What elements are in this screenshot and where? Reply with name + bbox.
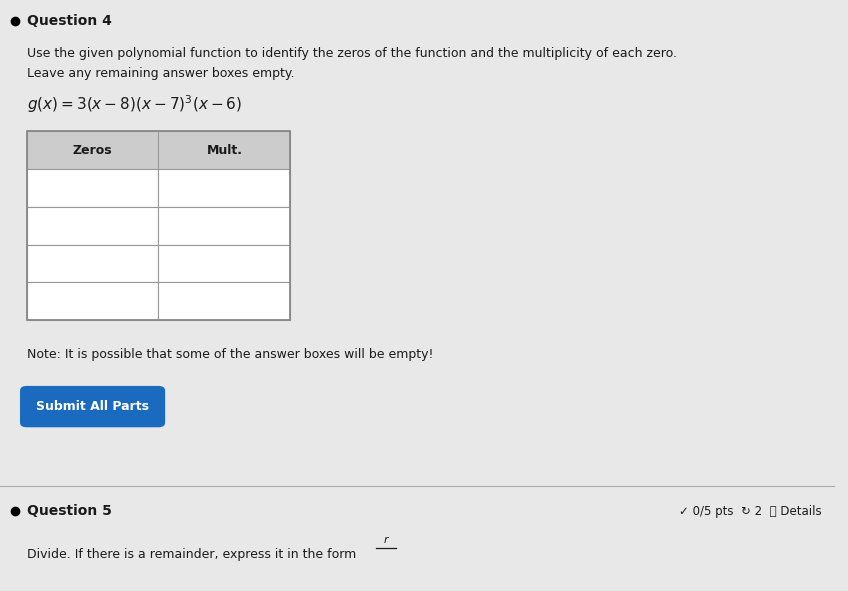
FancyBboxPatch shape bbox=[20, 386, 165, 427]
FancyBboxPatch shape bbox=[159, 207, 290, 245]
Text: Leave any remaining answer boxes empty.: Leave any remaining answer boxes empty. bbox=[26, 67, 294, 80]
Text: r: r bbox=[384, 535, 388, 545]
FancyBboxPatch shape bbox=[26, 245, 159, 282]
FancyBboxPatch shape bbox=[26, 282, 159, 320]
Text: Note: It is possible that some of the answer boxes will be empty!: Note: It is possible that some of the an… bbox=[26, 348, 433, 361]
Text: Question 4: Question 4 bbox=[26, 14, 112, 28]
FancyBboxPatch shape bbox=[159, 169, 290, 207]
FancyBboxPatch shape bbox=[26, 169, 159, 207]
FancyBboxPatch shape bbox=[159, 282, 290, 320]
Text: Use the given polynomial function to identify the zeros of the function and the : Use the given polynomial function to ide… bbox=[26, 47, 677, 60]
Text: Submit All Parts: Submit All Parts bbox=[36, 400, 149, 413]
Text: Zeros: Zeros bbox=[73, 144, 113, 157]
Text: Divide. If there is a remainder, express it in the form: Divide. If there is a remainder, express… bbox=[26, 548, 356, 561]
Text: $g(x) = 3(x - 8)(x - 7)^3(x - 6)$: $g(x) = 3(x - 8)(x - 7)^3(x - 6)$ bbox=[26, 93, 242, 115]
FancyBboxPatch shape bbox=[159, 245, 290, 282]
Text: ✓ 0/5 pts  ↻ 2  ⓘ Details: ✓ 0/5 pts ↻ 2 ⓘ Details bbox=[679, 505, 822, 518]
FancyBboxPatch shape bbox=[26, 207, 159, 245]
Text: Mult.: Mult. bbox=[206, 144, 243, 157]
Text: Question 5: Question 5 bbox=[26, 504, 112, 518]
FancyBboxPatch shape bbox=[26, 131, 290, 169]
